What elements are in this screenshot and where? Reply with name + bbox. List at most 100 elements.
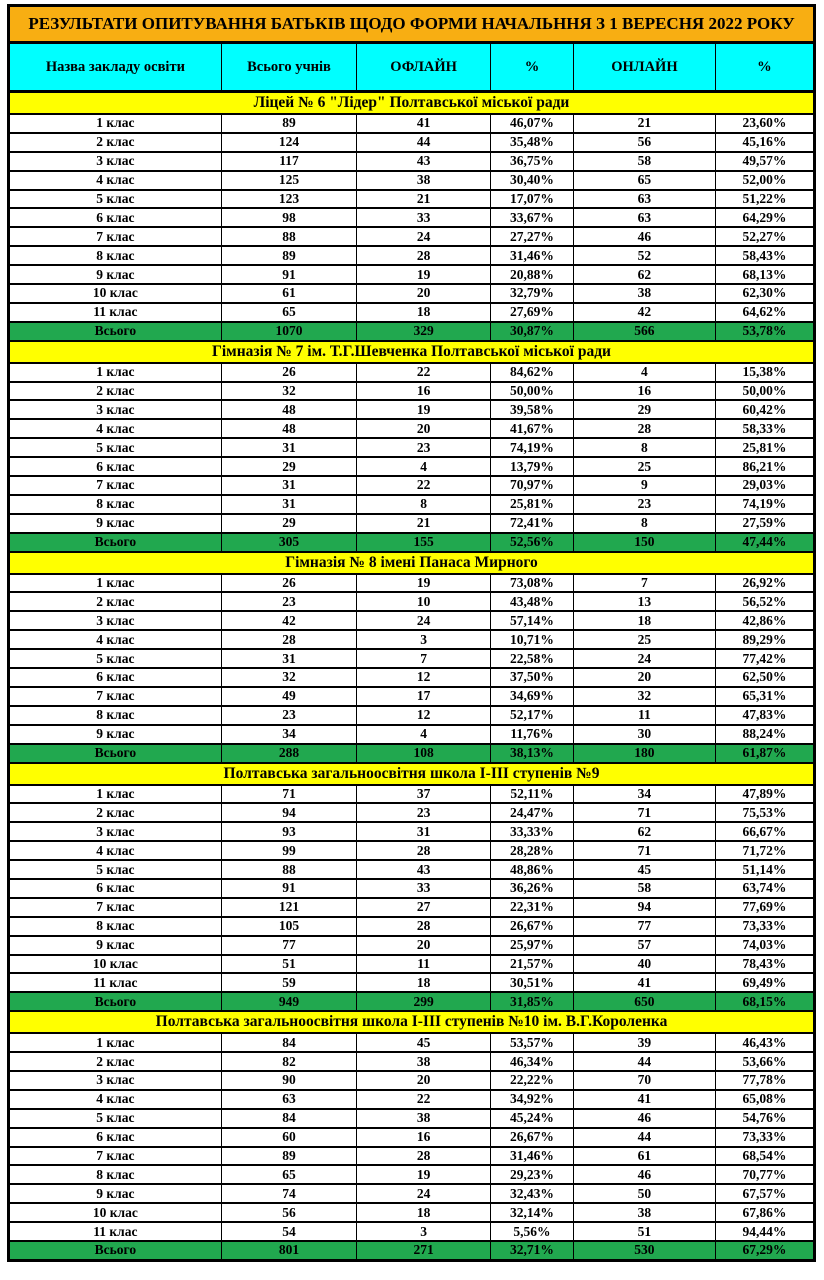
data-cell: 65,31% xyxy=(714,685,816,707)
data-cell: 28 xyxy=(572,418,716,440)
data-cell: 21 xyxy=(356,512,491,534)
data-cell: 6 клас xyxy=(8,1126,222,1148)
data-cell: 57,14% xyxy=(489,610,574,632)
data-cell: 50,00% xyxy=(714,380,816,402)
data-cell: 29 xyxy=(220,512,358,534)
class-data-row: 2 клас 124 44 35,48% 56 45,16% xyxy=(8,131,816,153)
data-cell: 77,69% xyxy=(714,896,816,918)
column-header-online: ОНЛАЙН xyxy=(572,41,716,93)
total-cell: 53,78% xyxy=(714,320,816,342)
class-data-row: 8 клас 89 28 31,46% 52 58,43% xyxy=(8,245,816,267)
data-cell: 7 клас xyxy=(8,226,222,248)
data-cell: 24 xyxy=(356,1183,491,1205)
data-cell: 52,17% xyxy=(489,704,574,726)
data-cell: 88 xyxy=(220,859,358,880)
data-cell: 25 xyxy=(572,629,716,651)
data-cell: 44 xyxy=(572,1051,716,1072)
data-cell: 56,52% xyxy=(714,591,816,613)
data-cell: 5,56% xyxy=(489,1221,574,1242)
total-cell: 31,85% xyxy=(489,991,574,1013)
data-cell: 84 xyxy=(220,1032,358,1054)
data-cell: 27 xyxy=(356,896,491,918)
data-cell: 7 клас xyxy=(8,685,222,707)
data-cell: 38 xyxy=(572,283,716,304)
data-cell: 49 xyxy=(220,685,358,707)
data-cell: 29 xyxy=(220,456,358,478)
data-cell: 86,21% xyxy=(714,456,816,478)
data-cell: 34,92% xyxy=(489,1088,574,1110)
data-cell: 11 xyxy=(356,953,491,975)
data-cell: 24 xyxy=(356,610,491,632)
data-cell: 34 xyxy=(572,783,716,805)
data-cell: 21 xyxy=(572,113,716,134)
data-cell: 34 xyxy=(220,723,358,745)
data-cell: 71 xyxy=(572,840,716,862)
class-data-row: 11 клас 65 18 27,69% 42 64,62% xyxy=(8,301,816,323)
data-cell: 33 xyxy=(356,877,491,899)
data-cell: 15,38% xyxy=(714,361,816,383)
school-section-header-row: Полтавська загальноосвітня школа І-ІІІ с… xyxy=(8,761,815,786)
data-cell: 1 клас xyxy=(8,783,222,805)
data-cell: 26,67% xyxy=(489,915,574,937)
data-cell: 19 xyxy=(356,264,491,286)
data-cell: 2 клас xyxy=(8,131,222,153)
class-data-row: 2 клас 32 16 50,00% 16 50,00% xyxy=(8,380,816,402)
total-cell: 61,87% xyxy=(714,742,816,764)
data-cell: 38 xyxy=(356,169,491,191)
data-cell: 32,43% xyxy=(489,1183,574,1205)
data-cell: 6 клас xyxy=(8,877,222,899)
school-name: Гімназія № 7 ім. Т.Г.Шевченка Полтавсько… xyxy=(8,339,815,364)
data-cell: 5 клас xyxy=(8,1107,222,1129)
data-cell: 2 клас xyxy=(8,1051,222,1072)
class-data-row: 9 клас 77 20 25,97% 57 74,03% xyxy=(8,934,816,956)
page-title: РЕЗУЛЬТАТИ ОПИТУВАННЯ БАТЬКІВ ЩОДО ФОРМИ… xyxy=(8,4,815,44)
class-data-row: 9 клас 91 19 20,88% 62 68,13% xyxy=(8,264,816,286)
data-cell: 22 xyxy=(356,361,491,383)
data-cell: 4 xyxy=(356,456,491,478)
data-cell: 9 клас xyxy=(8,1183,222,1205)
total-cell: 180 xyxy=(572,742,716,764)
class-data-row: 3 клас 117 43 36,75% 58 49,57% xyxy=(8,150,816,172)
total-cell: 150 xyxy=(572,531,716,553)
data-cell: 63 xyxy=(572,188,716,210)
data-cell: 3 xyxy=(356,1221,491,1242)
data-cell: 68,54% xyxy=(714,1145,816,1167)
total-cell: 68,15% xyxy=(714,991,816,1013)
class-data-row: 7 клас 88 24 27,27% 46 52,27% xyxy=(8,226,816,248)
school-total-row: Всього 949 299 31,85% 650 68,15% xyxy=(8,991,816,1013)
class-data-row: 9 клас 29 21 72,41% 8 27,59% xyxy=(8,512,816,534)
data-cell: 28 xyxy=(220,629,358,651)
data-cell: 20,88% xyxy=(489,264,574,286)
data-cell: 31,46% xyxy=(489,245,574,267)
data-cell: 89 xyxy=(220,113,358,134)
class-data-row: 1 клас 26 19 73,08% 7 26,92% xyxy=(8,572,816,594)
data-cell: 58,33% xyxy=(714,418,816,440)
school-section-header-row: Гімназія № 7 ім. Т.Г.Шевченка Полтавсько… xyxy=(8,339,815,364)
data-cell: 46 xyxy=(572,1164,716,1186)
class-data-row: 3 клас 42 24 57,14% 18 42,86% xyxy=(8,610,816,632)
data-cell: 11 клас xyxy=(8,972,222,994)
data-cell: 60,42% xyxy=(714,399,816,421)
data-cell: 31 xyxy=(220,437,358,459)
data-cell: 29,23% xyxy=(489,1164,574,1186)
data-cell: 38 xyxy=(572,1202,716,1224)
school-name: Гімназія № 8 імені Панаса Мирного xyxy=(8,550,815,575)
class-data-row: 6 клас 32 12 37,50% 20 62,50% xyxy=(8,667,816,688)
data-cell: 19 xyxy=(356,572,491,594)
data-cell: 8 xyxy=(572,512,716,534)
class-data-row: 5 клас 123 21 17,07% 63 51,22% xyxy=(8,188,816,210)
data-cell: 3 клас xyxy=(8,610,222,632)
data-cell: 65,08% xyxy=(714,1088,816,1110)
data-cell: 47,83% xyxy=(714,704,816,726)
data-cell: 1 клас xyxy=(8,113,222,134)
data-cell: 8 xyxy=(572,437,716,459)
data-cell: 42,86% xyxy=(714,610,816,632)
data-cell: 41 xyxy=(356,113,491,134)
data-cell: 47,89% xyxy=(714,783,816,805)
data-cell: 89 xyxy=(220,1145,358,1167)
column-header-total-students: Всього учнів xyxy=(220,41,358,93)
data-cell: 123 xyxy=(220,188,358,210)
data-cell: 41 xyxy=(572,1088,716,1110)
data-cell: 28 xyxy=(356,245,491,267)
data-cell: 77 xyxy=(572,915,716,937)
